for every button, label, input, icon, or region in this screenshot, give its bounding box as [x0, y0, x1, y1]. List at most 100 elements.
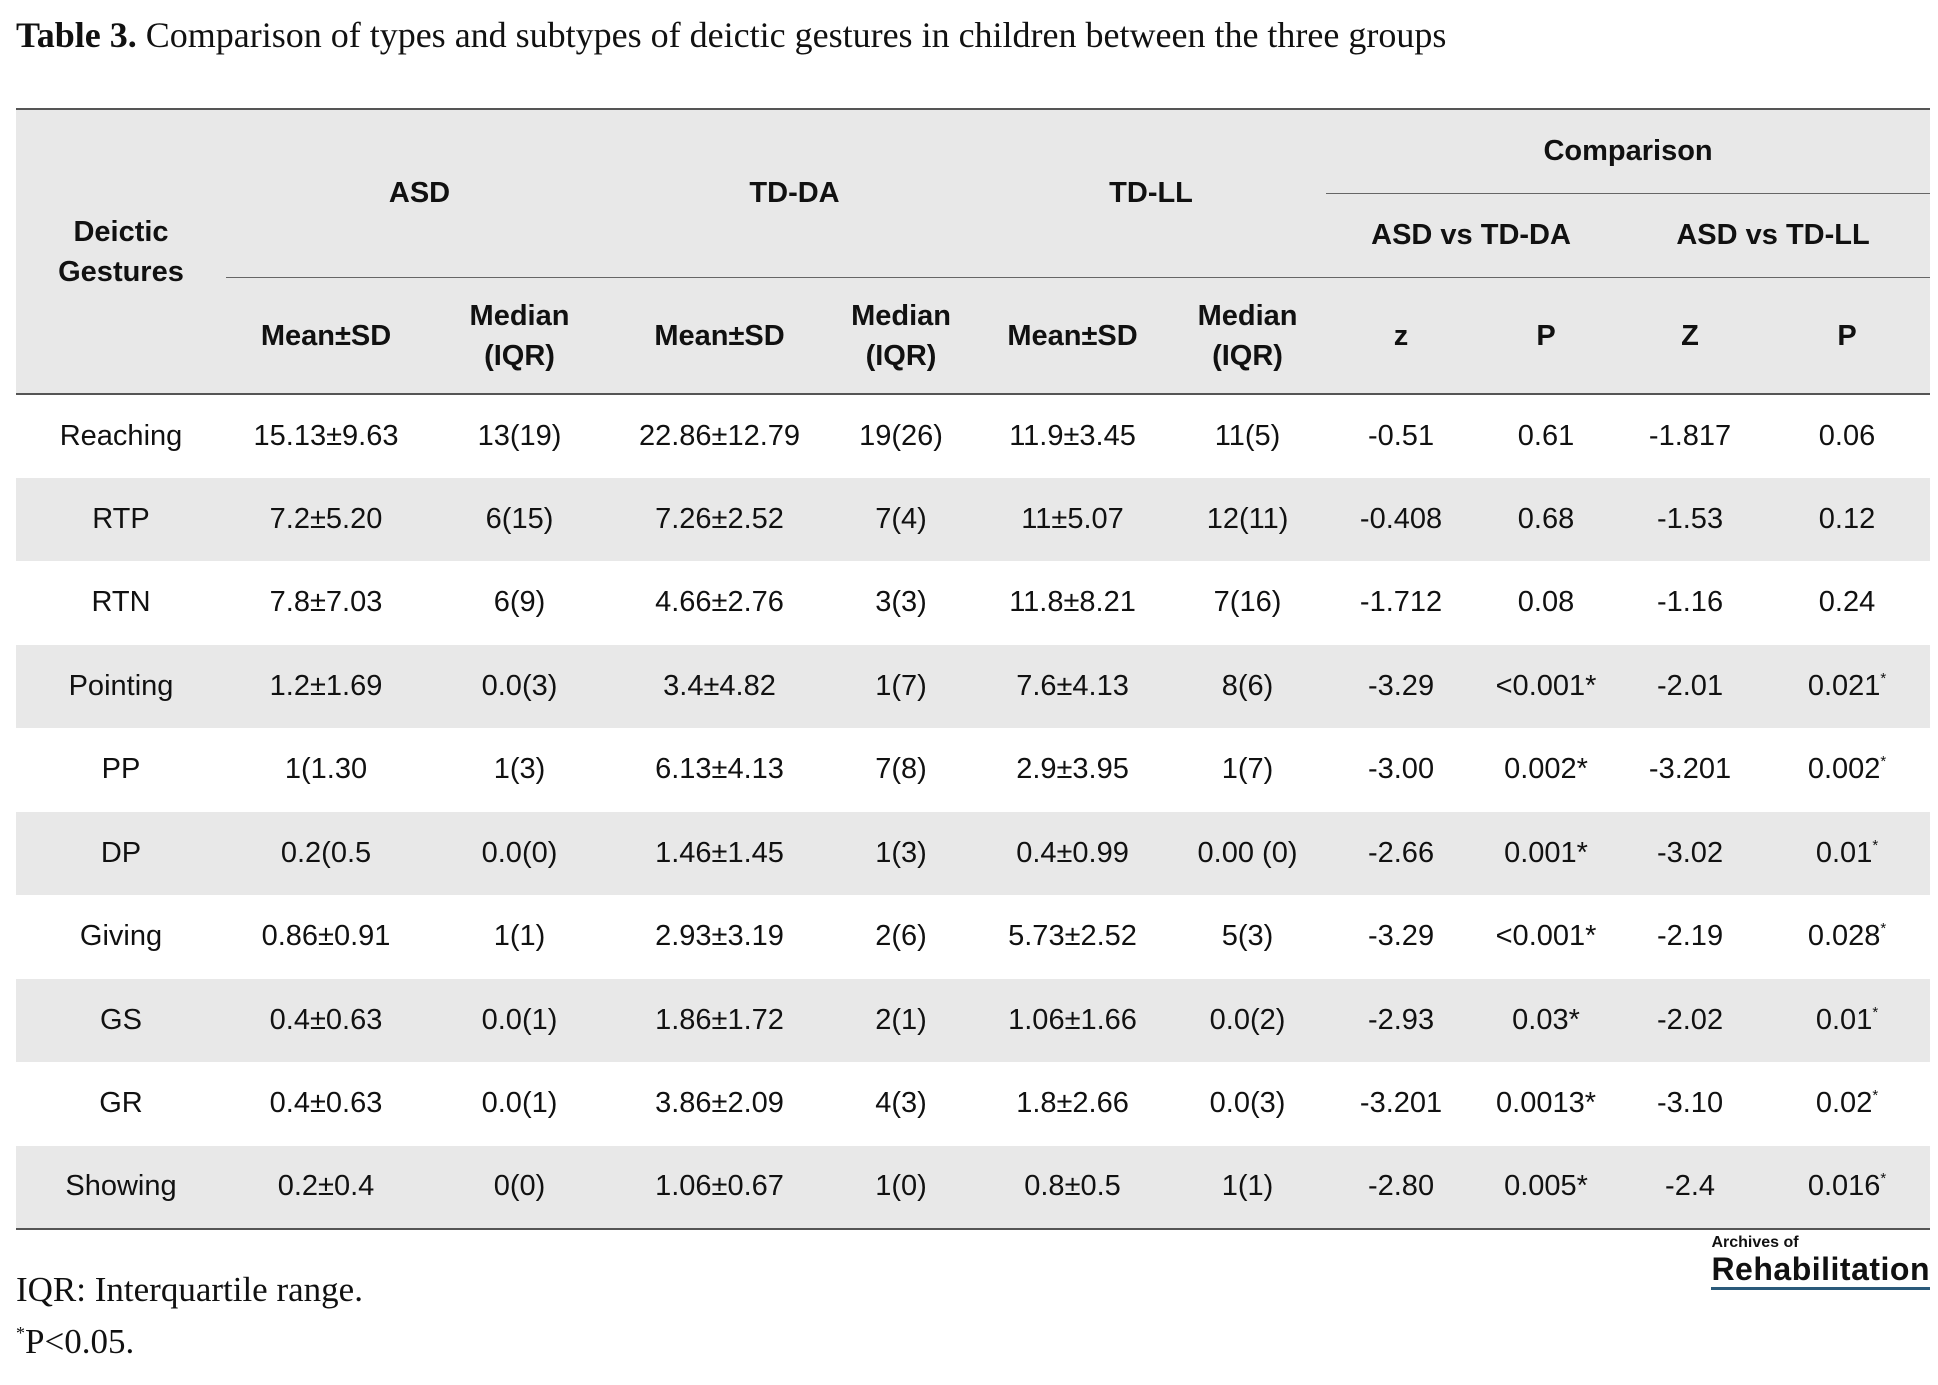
cell-p1: 0.03*	[1476, 978, 1617, 1062]
cell-tdll-median: 0.0(2)	[1169, 978, 1327, 1062]
cell-z1: -1.712	[1359, 586, 1443, 619]
cell-tdda-mean: 3.86±2.09	[655, 1087, 784, 1120]
cell-tdll-median: 8(6)	[1169, 644, 1327, 728]
cell-asd-median: 6(9)	[493, 586, 546, 619]
cell-tdda-median: 7(8)	[875, 753, 927, 786]
footnote-significance: *P<0.05.	[16, 1322, 135, 1361]
cell-tdll-mean: 1.06±1.66	[976, 978, 1170, 1062]
table-label: Table 3.	[16, 15, 137, 55]
results-table: Deictic Gestures ASD TD-DA TD-LL Compari…	[16, 108, 1931, 1230]
cell-tdll-mean: 2.9±3.95	[1016, 753, 1129, 786]
cell-gesture: DP	[16, 811, 226, 895]
cell-z1: -2.66	[1326, 811, 1477, 895]
cell-z1: -2.80	[1326, 1145, 1477, 1230]
significance-mark: *	[1880, 920, 1887, 938]
cell-p1: 0.08	[1517, 586, 1575, 619]
cell-gesture: PP	[101, 753, 141, 786]
cell-p1: <0.001*	[1495, 920, 1597, 953]
cell-z1: -3.201	[1359, 1087, 1443, 1120]
table-row: Pointing 1.2±1.69 0.0(3) 3.4±4.82 1(7) 7.6±4.…	[16, 644, 1931, 728]
cell-tdll-mean: 7.6±4.13	[976, 644, 1170, 728]
cell-tdda-median: 1(3)	[826, 811, 977, 895]
significance-mark: *	[1880, 669, 1887, 687]
table-caption: Table 3. Comparison of types and subtype…	[16, 14, 1446, 56]
group-header-td-ll: TD-LL	[976, 109, 1327, 278]
cell-asd-mean: 1(1.30	[284, 753, 368, 786]
cell-asd-mean: 0.2(0.5	[226, 811, 426, 895]
col-header-tdll-median: Median (IQR)	[1169, 277, 1327, 394]
col-header-deictic-gestures: Deictic Gestures	[16, 109, 226, 394]
cell-z2: -3.201	[1648, 753, 1732, 786]
cell-p2: 0.12	[1764, 477, 1931, 561]
journal-logo: Archives of Rehabilitation	[1711, 1235, 1930, 1290]
col-header-tdll-mean: Mean±SD	[976, 277, 1170, 394]
significance-mark: *	[1872, 1003, 1879, 1021]
cell-tdda-median: 2(1)	[826, 978, 977, 1062]
cell-tdda-mean: 2.93±3.19	[655, 920, 784, 953]
cell-tdda-mean: 7.26±2.52	[613, 477, 827, 561]
cell-tdda-median: 1(7)	[826, 644, 977, 728]
cell-gesture: Showing	[16, 1145, 226, 1230]
cell-tdda-median: 2(6)	[875, 920, 927, 953]
cell-asd-mean: 0.4±0.63	[269, 1087, 383, 1120]
cell-p1: 0.0013*	[1496, 1087, 1597, 1120]
col-header-asd-median: Median (IQR)	[426, 277, 614, 394]
cell-tdll-mean: 1.8±2.66	[1016, 1087, 1129, 1120]
cell-asd-mean: 0.86±0.91	[261, 920, 391, 953]
cell-p2: 0.002*	[1807, 753, 1887, 786]
cell-tdll-median: 0.0(3)	[1209, 1087, 1286, 1120]
cell-tdda-median: 4(3)	[875, 1087, 927, 1120]
table-header: Deictic Gestures ASD TD-DA TD-LL Compari…	[16, 109, 1931, 394]
subheader-asd-vs-tdll: ASD vs TD-LL	[1616, 193, 1931, 278]
cell-z2: -2.01	[1616, 644, 1765, 728]
cell-asd-mean: 0.2±0.4	[226, 1145, 426, 1230]
cell-tdll-mean: 0.8±0.5	[976, 1145, 1170, 1230]
cell-asd-median: 1(3)	[493, 753, 546, 786]
cell-tdll-median: 12(11)	[1169, 477, 1327, 561]
cell-p1: 0.001*	[1476, 811, 1617, 895]
cell-asd-median: 0.0(0)	[426, 811, 614, 895]
cell-tdll-median: 7(16)	[1213, 586, 1282, 619]
cell-tdda-median: 3(3)	[875, 586, 927, 619]
cell-asd-median: 6(15)	[426, 477, 614, 561]
logo-small-text: Archives of	[1711, 1234, 1799, 1251]
cell-p2: 0.01*	[1764, 811, 1931, 895]
cell-z1: -3.29	[1326, 644, 1477, 728]
cell-tdll-mean: 11.8±8.21	[1009, 586, 1136, 619]
cell-asd-mean: 7.2±5.20	[226, 477, 426, 561]
cell-z1: -3.29	[1367, 920, 1435, 953]
cell-p2: 0.01*	[1764, 978, 1931, 1062]
cell-tdda-median: 19(26)	[859, 419, 943, 452]
cell-gesture: RTN	[91, 586, 151, 619]
cell-p1: 0.002*	[1504, 753, 1588, 786]
cell-tdll-mean: 0.4±0.99	[976, 811, 1170, 895]
cell-asd-median: 0.0(1)	[481, 1087, 558, 1120]
cell-p1: <0.001*	[1476, 644, 1617, 728]
cell-z1: -2.93	[1326, 978, 1477, 1062]
cell-z2: -2.19	[1656, 920, 1724, 953]
col-header-z2: Z	[1616, 277, 1765, 394]
cell-p1: 0.61	[1517, 419, 1575, 452]
group-header-asd: ASD	[226, 109, 614, 278]
cell-tdda-mean: 1.46±1.45	[613, 811, 827, 895]
col-header-tdda-median: Median (IQR)	[826, 277, 977, 394]
cell-tdll-mean: 11±5.07	[976, 477, 1170, 561]
cell-z1: -3.00	[1367, 753, 1435, 786]
cell-p2: 0.24	[1818, 586, 1876, 619]
cell-tdll-median: 11(5)	[1214, 419, 1281, 452]
footnote-iqr: IQR: Interquartile range.	[16, 1270, 363, 1309]
cell-tdda-mean: 3.4±4.82	[613, 644, 827, 728]
cell-asd-median: 13(19)	[477, 419, 562, 452]
table-row: DP 0.2(0.5 0.0(0) 1.46±1.45 1(3) 0.4±0.99 0.00…	[16, 811, 1931, 895]
cell-tdll-median: 1(1)	[1169, 1145, 1327, 1230]
group-header-td-da: TD-DA	[613, 109, 977, 278]
col-header-tdda-mean: Mean±SD	[613, 277, 827, 394]
table-row: RTP 7.2±5.20 6(15) 7.26±2.52 7(4) 11±5.07 12(1…	[16, 477, 1931, 561]
table-body: Reaching 15.13±9.63 13(19) 22.86±12.79 19(26…	[16, 394, 1931, 1230]
cell-gesture: RTP	[16, 477, 226, 561]
table-row: Giving 0.86±0.91 1(1) 2.93±3.19 2(6) 5.73±2.5…	[16, 895, 1930, 979]
table-row: GS 0.4±0.63 0.0(1) 1.86±1.72 2(1) 1.06±1.66 0.…	[16, 978, 1931, 1062]
group-header-comparison: Comparison	[1326, 109, 1931, 194]
significance-mark: *	[1880, 1170, 1887, 1188]
cell-z2: -1.53	[1616, 477, 1765, 561]
